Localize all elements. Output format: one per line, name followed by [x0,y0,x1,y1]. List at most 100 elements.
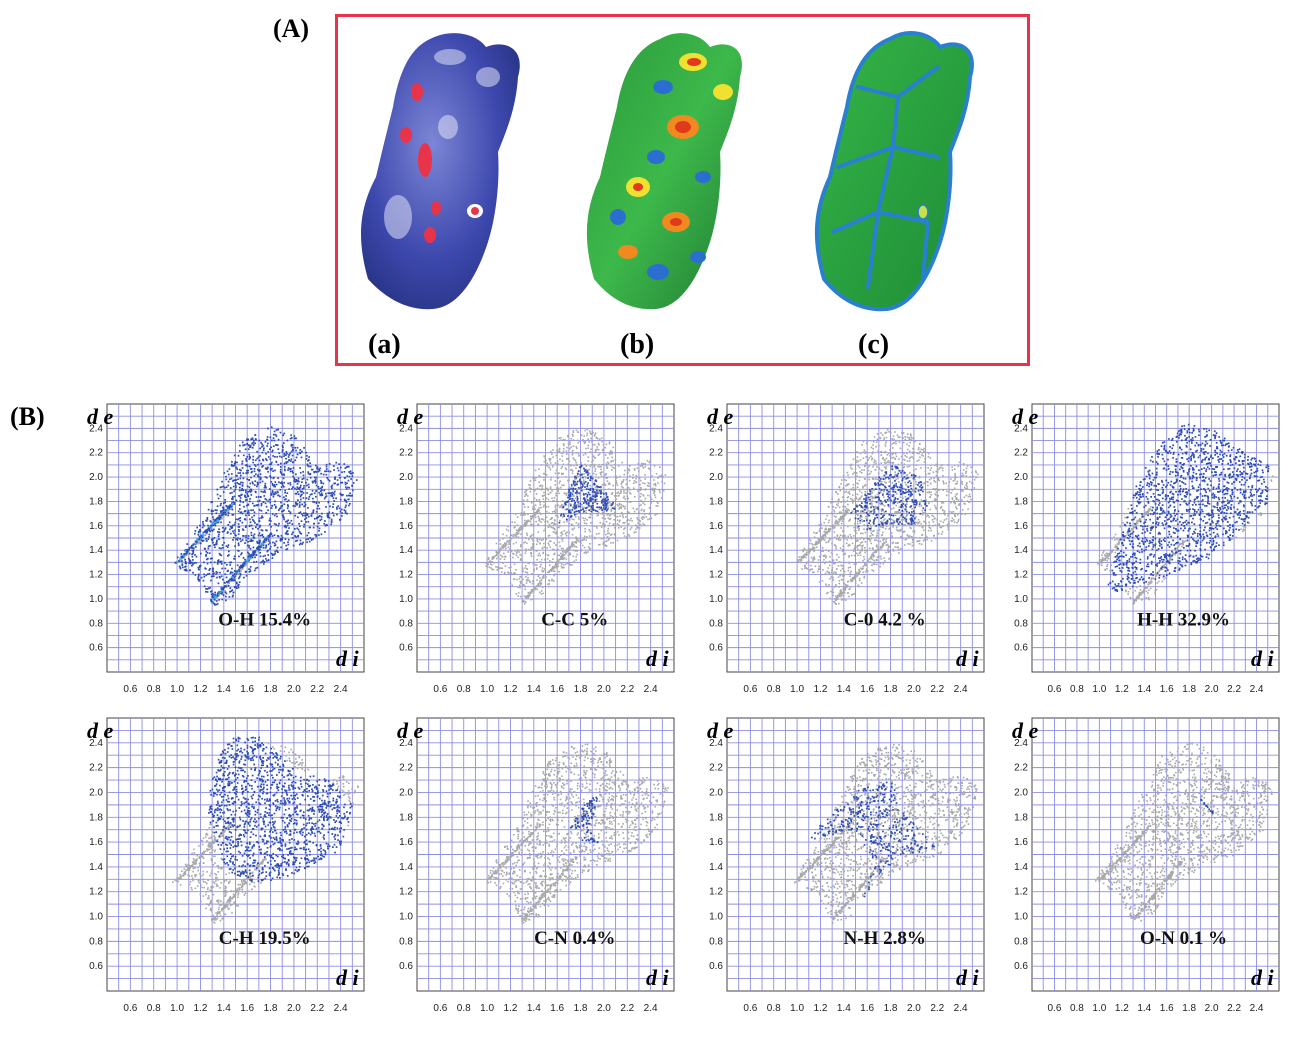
point [641,518,644,521]
point [327,515,330,518]
point [278,507,281,510]
point [311,512,313,515]
point [571,472,574,475]
point [253,537,256,539]
point [216,505,219,508]
point [323,522,326,525]
point [262,449,265,452]
point [585,522,588,525]
point [864,462,867,465]
point [568,476,571,479]
point [329,505,331,508]
point [198,580,200,582]
point [227,554,230,556]
point [252,539,254,542]
point [573,458,576,461]
point [531,533,534,536]
point [535,585,538,587]
point [542,538,544,541]
point [299,511,302,514]
point [640,465,642,467]
point [280,456,283,458]
point [545,576,547,578]
point [183,557,186,559]
point [558,448,561,451]
point [533,512,535,515]
point [621,514,624,516]
point [554,508,557,511]
point [575,510,578,513]
point [202,531,205,534]
point [211,592,214,595]
point [610,460,613,462]
point [536,579,538,581]
point [557,504,560,507]
point [218,528,220,531]
point [207,538,210,541]
point [602,543,604,545]
point [830,571,833,574]
point [256,450,259,453]
point [593,525,596,528]
point [208,536,210,538]
point [293,527,296,530]
point [557,487,560,490]
point [838,592,841,595]
all-contacts-points [796,427,979,605]
point [313,476,316,479]
point [517,592,520,594]
point [892,548,895,551]
point [831,542,833,545]
point [349,492,351,495]
point [213,572,215,574]
point [585,509,587,512]
point [593,457,596,459]
point [824,572,827,575]
point [213,595,216,598]
point [184,566,186,568]
point [245,525,248,527]
point [283,432,286,435]
point [196,526,199,529]
point [325,473,328,476]
point [609,534,612,536]
point [917,518,920,521]
point [269,533,271,536]
point [532,506,534,508]
point [563,557,565,560]
point [539,538,541,541]
point [297,487,299,490]
point [582,480,584,483]
point [586,499,589,501]
point [242,489,245,492]
point [564,501,567,504]
point [517,556,519,559]
point [309,462,311,464]
point [181,564,184,567]
point [283,542,285,544]
point [327,516,329,519]
point [493,556,495,558]
point [870,492,872,495]
point [970,498,972,501]
point [336,506,338,509]
point [596,437,599,440]
point [222,508,225,510]
point [539,583,542,586]
point [250,438,253,441]
point [908,445,911,447]
point [555,532,558,535]
point [868,511,871,513]
point [297,534,299,537]
point [569,552,571,554]
point [890,518,893,521]
point [346,494,348,497]
point [294,459,297,462]
point [561,466,564,468]
point [918,459,920,461]
point [603,498,606,501]
point [912,457,915,460]
point [602,492,604,494]
point [271,513,274,515]
point [905,521,908,524]
